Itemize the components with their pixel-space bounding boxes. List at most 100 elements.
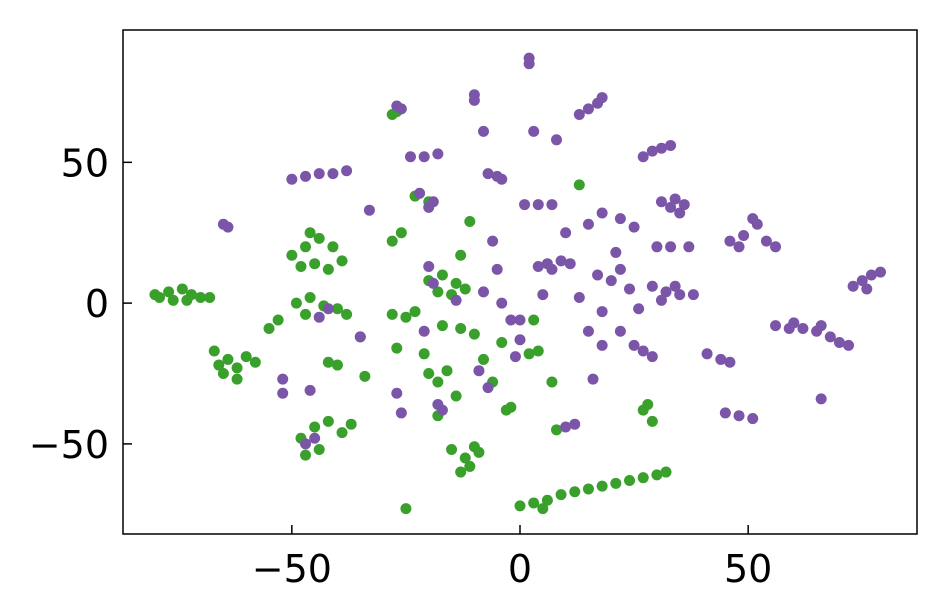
point <box>263 322 275 334</box>
point <box>856 275 868 287</box>
point <box>459 452 471 464</box>
point <box>354 331 366 343</box>
point <box>400 503 412 515</box>
point <box>432 376 444 388</box>
point <box>464 460 476 472</box>
point <box>555 255 567 267</box>
point <box>423 201 435 213</box>
point <box>724 356 736 368</box>
point <box>423 261 435 273</box>
point <box>646 145 658 157</box>
point <box>500 404 512 416</box>
point <box>532 345 544 357</box>
point <box>414 187 426 199</box>
point <box>272 314 284 326</box>
point <box>304 384 316 396</box>
point <box>217 368 229 380</box>
point <box>624 475 636 487</box>
point <box>582 103 594 115</box>
point <box>300 241 312 253</box>
point <box>418 151 430 163</box>
point <box>874 266 886 278</box>
point <box>573 291 585 303</box>
point <box>322 356 334 368</box>
point <box>528 314 540 326</box>
point <box>391 342 403 354</box>
point <box>633 303 645 315</box>
point <box>614 213 626 225</box>
point <box>290 297 302 309</box>
point <box>432 286 444 298</box>
point <box>359 370 371 382</box>
point <box>386 235 398 247</box>
point <box>637 472 649 484</box>
point <box>341 308 353 320</box>
point <box>313 232 325 244</box>
point <box>546 199 558 211</box>
point <box>655 196 667 208</box>
point <box>286 173 298 185</box>
point <box>496 337 508 349</box>
point <box>788 317 800 329</box>
point <box>176 283 188 295</box>
point <box>455 249 467 261</box>
point <box>436 320 448 332</box>
point <box>386 308 398 320</box>
point <box>427 277 439 289</box>
point <box>404 151 416 163</box>
point <box>455 322 467 334</box>
x-tick-label: −50 <box>252 547 332 591</box>
point <box>309 258 321 270</box>
point <box>304 227 316 239</box>
point <box>167 294 179 306</box>
point <box>313 168 325 180</box>
point <box>674 289 686 301</box>
point <box>327 241 339 253</box>
point <box>537 289 549 301</box>
point <box>473 365 485 377</box>
point <box>797 322 809 334</box>
point <box>309 421 321 433</box>
point <box>519 199 531 211</box>
point <box>436 269 448 281</box>
point <box>665 139 677 151</box>
point <box>482 382 494 394</box>
point <box>719 407 731 419</box>
point <box>532 261 544 273</box>
point <box>665 241 677 253</box>
point <box>322 415 334 427</box>
point <box>582 325 594 337</box>
point <box>222 221 234 233</box>
point <box>669 193 681 205</box>
point <box>336 427 348 439</box>
y-tick-label: 50 <box>61 141 109 185</box>
point <box>624 283 636 295</box>
point <box>496 297 508 309</box>
point <box>491 263 503 275</box>
point <box>482 168 494 180</box>
point <box>573 108 585 120</box>
point <box>546 263 558 275</box>
point <box>450 294 462 306</box>
point <box>468 328 480 340</box>
point <box>277 387 289 399</box>
point <box>441 365 453 377</box>
point <box>847 280 859 292</box>
point <box>646 280 658 292</box>
point <box>300 308 312 320</box>
point <box>551 134 563 146</box>
point <box>277 373 289 385</box>
point <box>163 286 175 298</box>
point <box>514 334 526 346</box>
point <box>628 221 640 233</box>
y-tick-label: −50 <box>29 423 109 467</box>
point <box>300 449 312 461</box>
point <box>322 263 334 275</box>
point <box>564 258 576 270</box>
point <box>487 235 499 247</box>
point <box>418 325 430 337</box>
point <box>628 339 640 351</box>
point <box>400 311 412 323</box>
point <box>391 387 403 399</box>
point <box>660 286 672 298</box>
